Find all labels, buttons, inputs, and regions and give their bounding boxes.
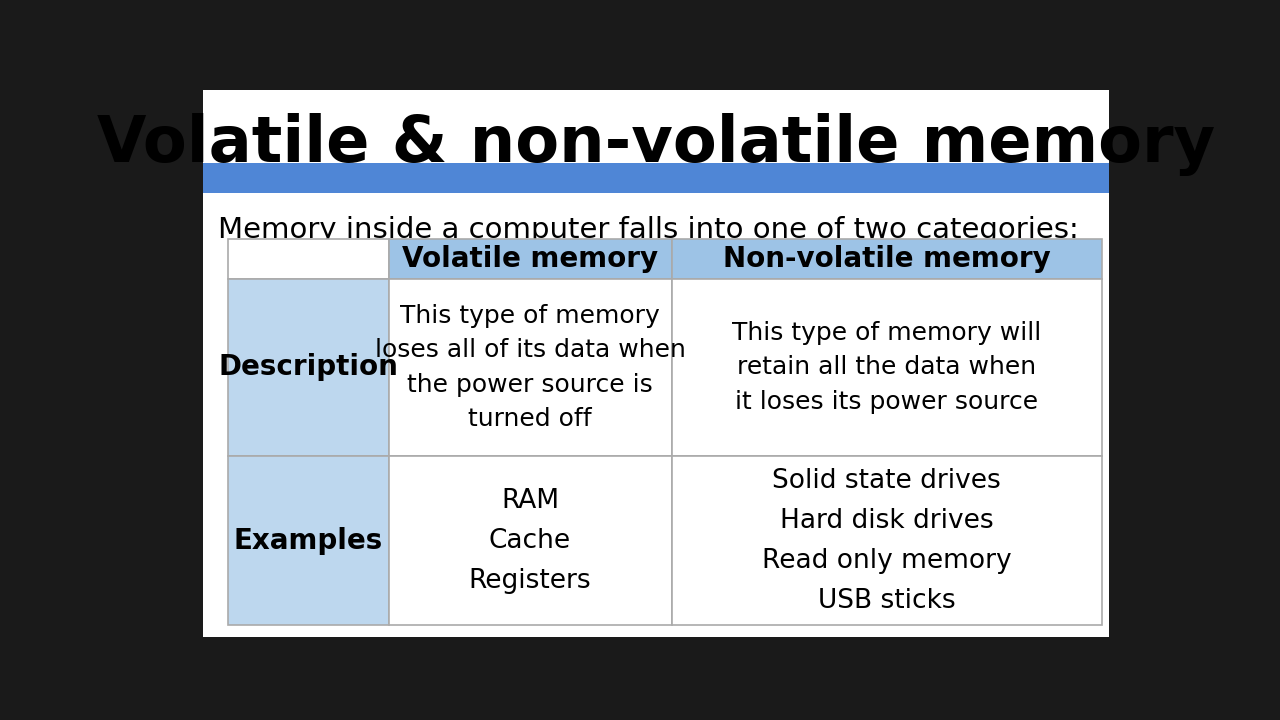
Bar [672, 456, 1102, 626]
Text: Non-volatile memory: Non-volatile memory [723, 245, 1051, 273]
Bar [228, 456, 389, 626]
Text: Volatile memory: Volatile memory [402, 245, 658, 273]
Text: Examples: Examples [234, 527, 383, 554]
Text: This type of memory will
retain all the data when
it loses its power source: This type of memory will retain all the … [732, 321, 1041, 414]
Bar [389, 279, 672, 456]
Text: Solid state drives
Hard disk drives
Read only memory
USB sticks: Solid state drives Hard disk drives Read… [762, 468, 1011, 613]
Text: This type of memory
loses all of its data when
the power source is
turned off: This type of memory loses all of its dat… [375, 304, 686, 431]
Bar [389, 456, 672, 626]
Bar [228, 279, 389, 456]
Bar [228, 239, 389, 279]
Bar [389, 239, 672, 279]
Bar [672, 239, 1102, 279]
Text: RAM
Cache
Registers: RAM Cache Registers [468, 487, 591, 594]
Text: Volatile & non-volatile memory: Volatile & non-volatile memory [97, 112, 1215, 176]
Bar [672, 279, 1102, 456]
Text: Memory inside a computer falls into one of two categories:: Memory inside a computer falls into one … [218, 216, 1079, 244]
Text: Description: Description [219, 354, 398, 382]
Bar [202, 163, 1110, 193]
